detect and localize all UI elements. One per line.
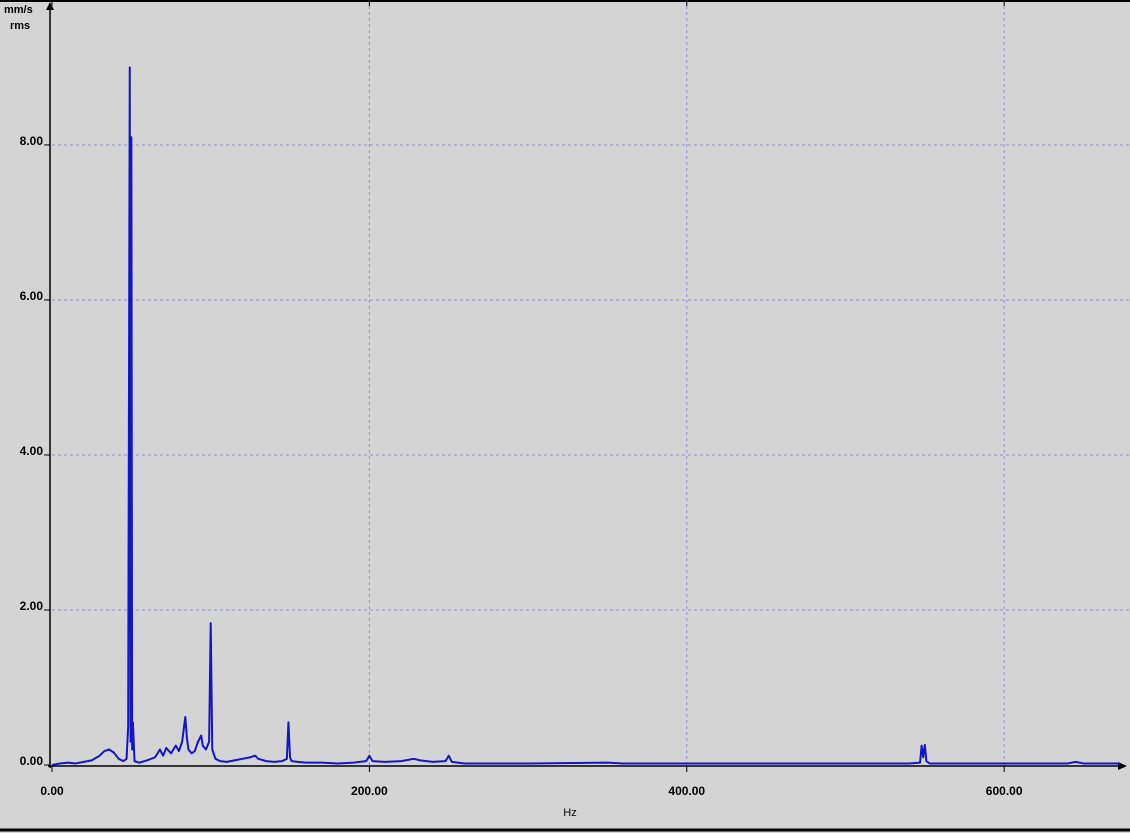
y-tick-label: 8.00 [20, 134, 44, 148]
y-unit: mm/s [4, 4, 33, 16]
spectrum-line [51, 66, 1120, 766]
y-tick-label: 6.00 [20, 289, 44, 303]
x-tick-label: 400.00 [668, 784, 705, 798]
y-tick-label: 2.00 [20, 599, 44, 613]
y-tick-label: 0.00 [20, 754, 44, 768]
y-axis-arrow [46, 2, 54, 10]
y-tick-label: 4.00 [20, 444, 44, 458]
x-axis-arrow [1118, 762, 1127, 770]
x-tick-label: 200.00 [351, 784, 388, 798]
x-tick-label: 600.00 [986, 784, 1023, 798]
x-tick-label: 0.00 [40, 784, 64, 798]
x-axis-label: Hz [563, 807, 576, 819]
y-unit: rms [10, 20, 30, 32]
